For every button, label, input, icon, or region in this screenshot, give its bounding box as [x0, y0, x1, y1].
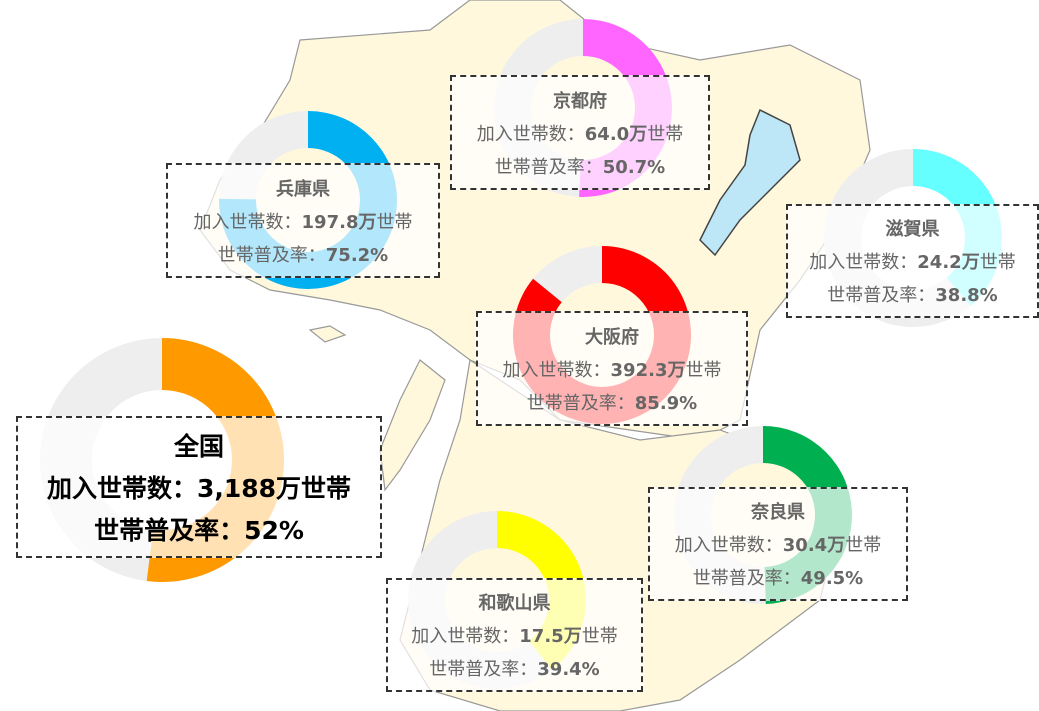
text-line: 加入世帯数：197.8万世帯 — [168, 208, 438, 234]
text-line: 加入世帯数：64.0万世帯 — [452, 120, 708, 146]
text: 京都府 — [553, 90, 607, 112]
text: 世帯 — [581, 625, 618, 647]
text: 197.8万 — [301, 211, 377, 233]
text: 兵庫県 — [276, 178, 330, 200]
text: 世帯普及率： — [494, 156, 603, 178]
text: 加入世帯数： — [809, 251, 918, 273]
text: 世帯 — [376, 211, 413, 233]
text: 世帯普及率： — [692, 567, 801, 589]
text-line: 世帯普及率：75.2% — [168, 241, 438, 267]
text: 世帯普及率： — [526, 392, 635, 414]
text: 64.0万 — [584, 123, 648, 145]
text: 世帯普及率： — [429, 658, 538, 680]
text-line: 和歌山県 — [388, 589, 641, 615]
text: 38.8% — [935, 284, 998, 306]
text: 全国 — [173, 432, 224, 461]
text: 加入世帯数： — [502, 359, 611, 381]
text-line: 滋賀県 — [788, 215, 1037, 241]
label-box: 和歌山県 加入世帯数：17.5万世帯 世帯普及率：39.4% — [386, 578, 643, 692]
label-box: 滋賀県 加入世帯数：24.2万世帯 世帯普及率：38.8% — [786, 204, 1039, 318]
text: 17.5万 — [519, 625, 582, 647]
label-box: 奈良県 加入世帯数：30.4万世帯 世帯普及率：49.5% — [648, 487, 908, 601]
text: 世帯普及率： — [827, 284, 936, 306]
text-line: 大阪府 — [478, 323, 746, 349]
text-line: 加入世帯数：392.3万世帯 — [478, 356, 746, 382]
text: 75.2% — [325, 244, 389, 266]
text: 49.5% — [800, 567, 864, 589]
text: 世帯 — [979, 251, 1016, 273]
text: 世帯普及率： — [94, 516, 245, 545]
text: 加入世帯数： — [411, 625, 520, 647]
text-line: 世帯普及率：52% — [18, 511, 380, 547]
text-line: 京都府 — [452, 87, 708, 113]
text: 30.4万 — [782, 534, 846, 556]
text-line: 加入世帯数：30.4万世帯 — [650, 531, 906, 557]
text: 392.3万 — [610, 359, 686, 381]
text-line: 世帯普及率：38.8% — [788, 281, 1037, 307]
text: 50.7% — [602, 156, 666, 178]
label-box: 大阪府 加入世帯数：392.3万世帯 世帯普及率：85.9% — [476, 311, 748, 426]
text-line: 兵庫県 — [168, 175, 438, 201]
text: 世帯 — [685, 359, 722, 381]
text: 和歌山県 — [478, 593, 551, 615]
text-line: 加入世帯数：24.2万世帯 — [788, 248, 1037, 274]
text: 加入世帯数： — [476, 123, 585, 145]
text: 加入世帯数： — [193, 211, 302, 233]
text: 奈良県 — [751, 502, 805, 524]
label-box: 兵庫県 加入世帯数：197.8万世帯 世帯普及率：75.2% — [166, 163, 440, 278]
lake-biwa — [699, 108, 801, 257]
text: 24.2万 — [917, 251, 980, 273]
label-box: 京都府 加入世帯数：64.0万世帯 世帯普及率：50.7% — [450, 75, 710, 190]
text-line: 世帯普及率：49.5% — [650, 564, 906, 590]
text: 加入世帯数： — [674, 534, 783, 556]
text-line: 加入世帯数：17.5万世帯 — [388, 622, 641, 648]
text-line: 奈良県 — [650, 498, 906, 524]
text-line: 加入世帯数：3,188万世帯 — [18, 469, 380, 505]
text: 世帯 — [845, 534, 882, 556]
text-line: 世帯普及率：85.9% — [478, 389, 746, 415]
text: 39.4% — [537, 658, 600, 680]
text: 52% — [244, 516, 304, 545]
label-box: 全国加入世帯数：3,188万世帯世帯普及率：52% — [16, 416, 382, 558]
text: 85.9% — [634, 392, 698, 414]
text-line: 世帯普及率：39.4% — [388, 655, 641, 681]
text: 世帯 — [647, 123, 684, 145]
text-line: 全国 — [18, 427, 380, 463]
text: 滋賀県 — [885, 219, 940, 241]
text: 世帯普及率： — [217, 244, 326, 266]
text: 大阪府 — [585, 326, 639, 348]
text: 加入世帯数：3,188万世帯 — [46, 474, 352, 503]
text-line: 世帯普及率：50.7% — [452, 153, 708, 179]
